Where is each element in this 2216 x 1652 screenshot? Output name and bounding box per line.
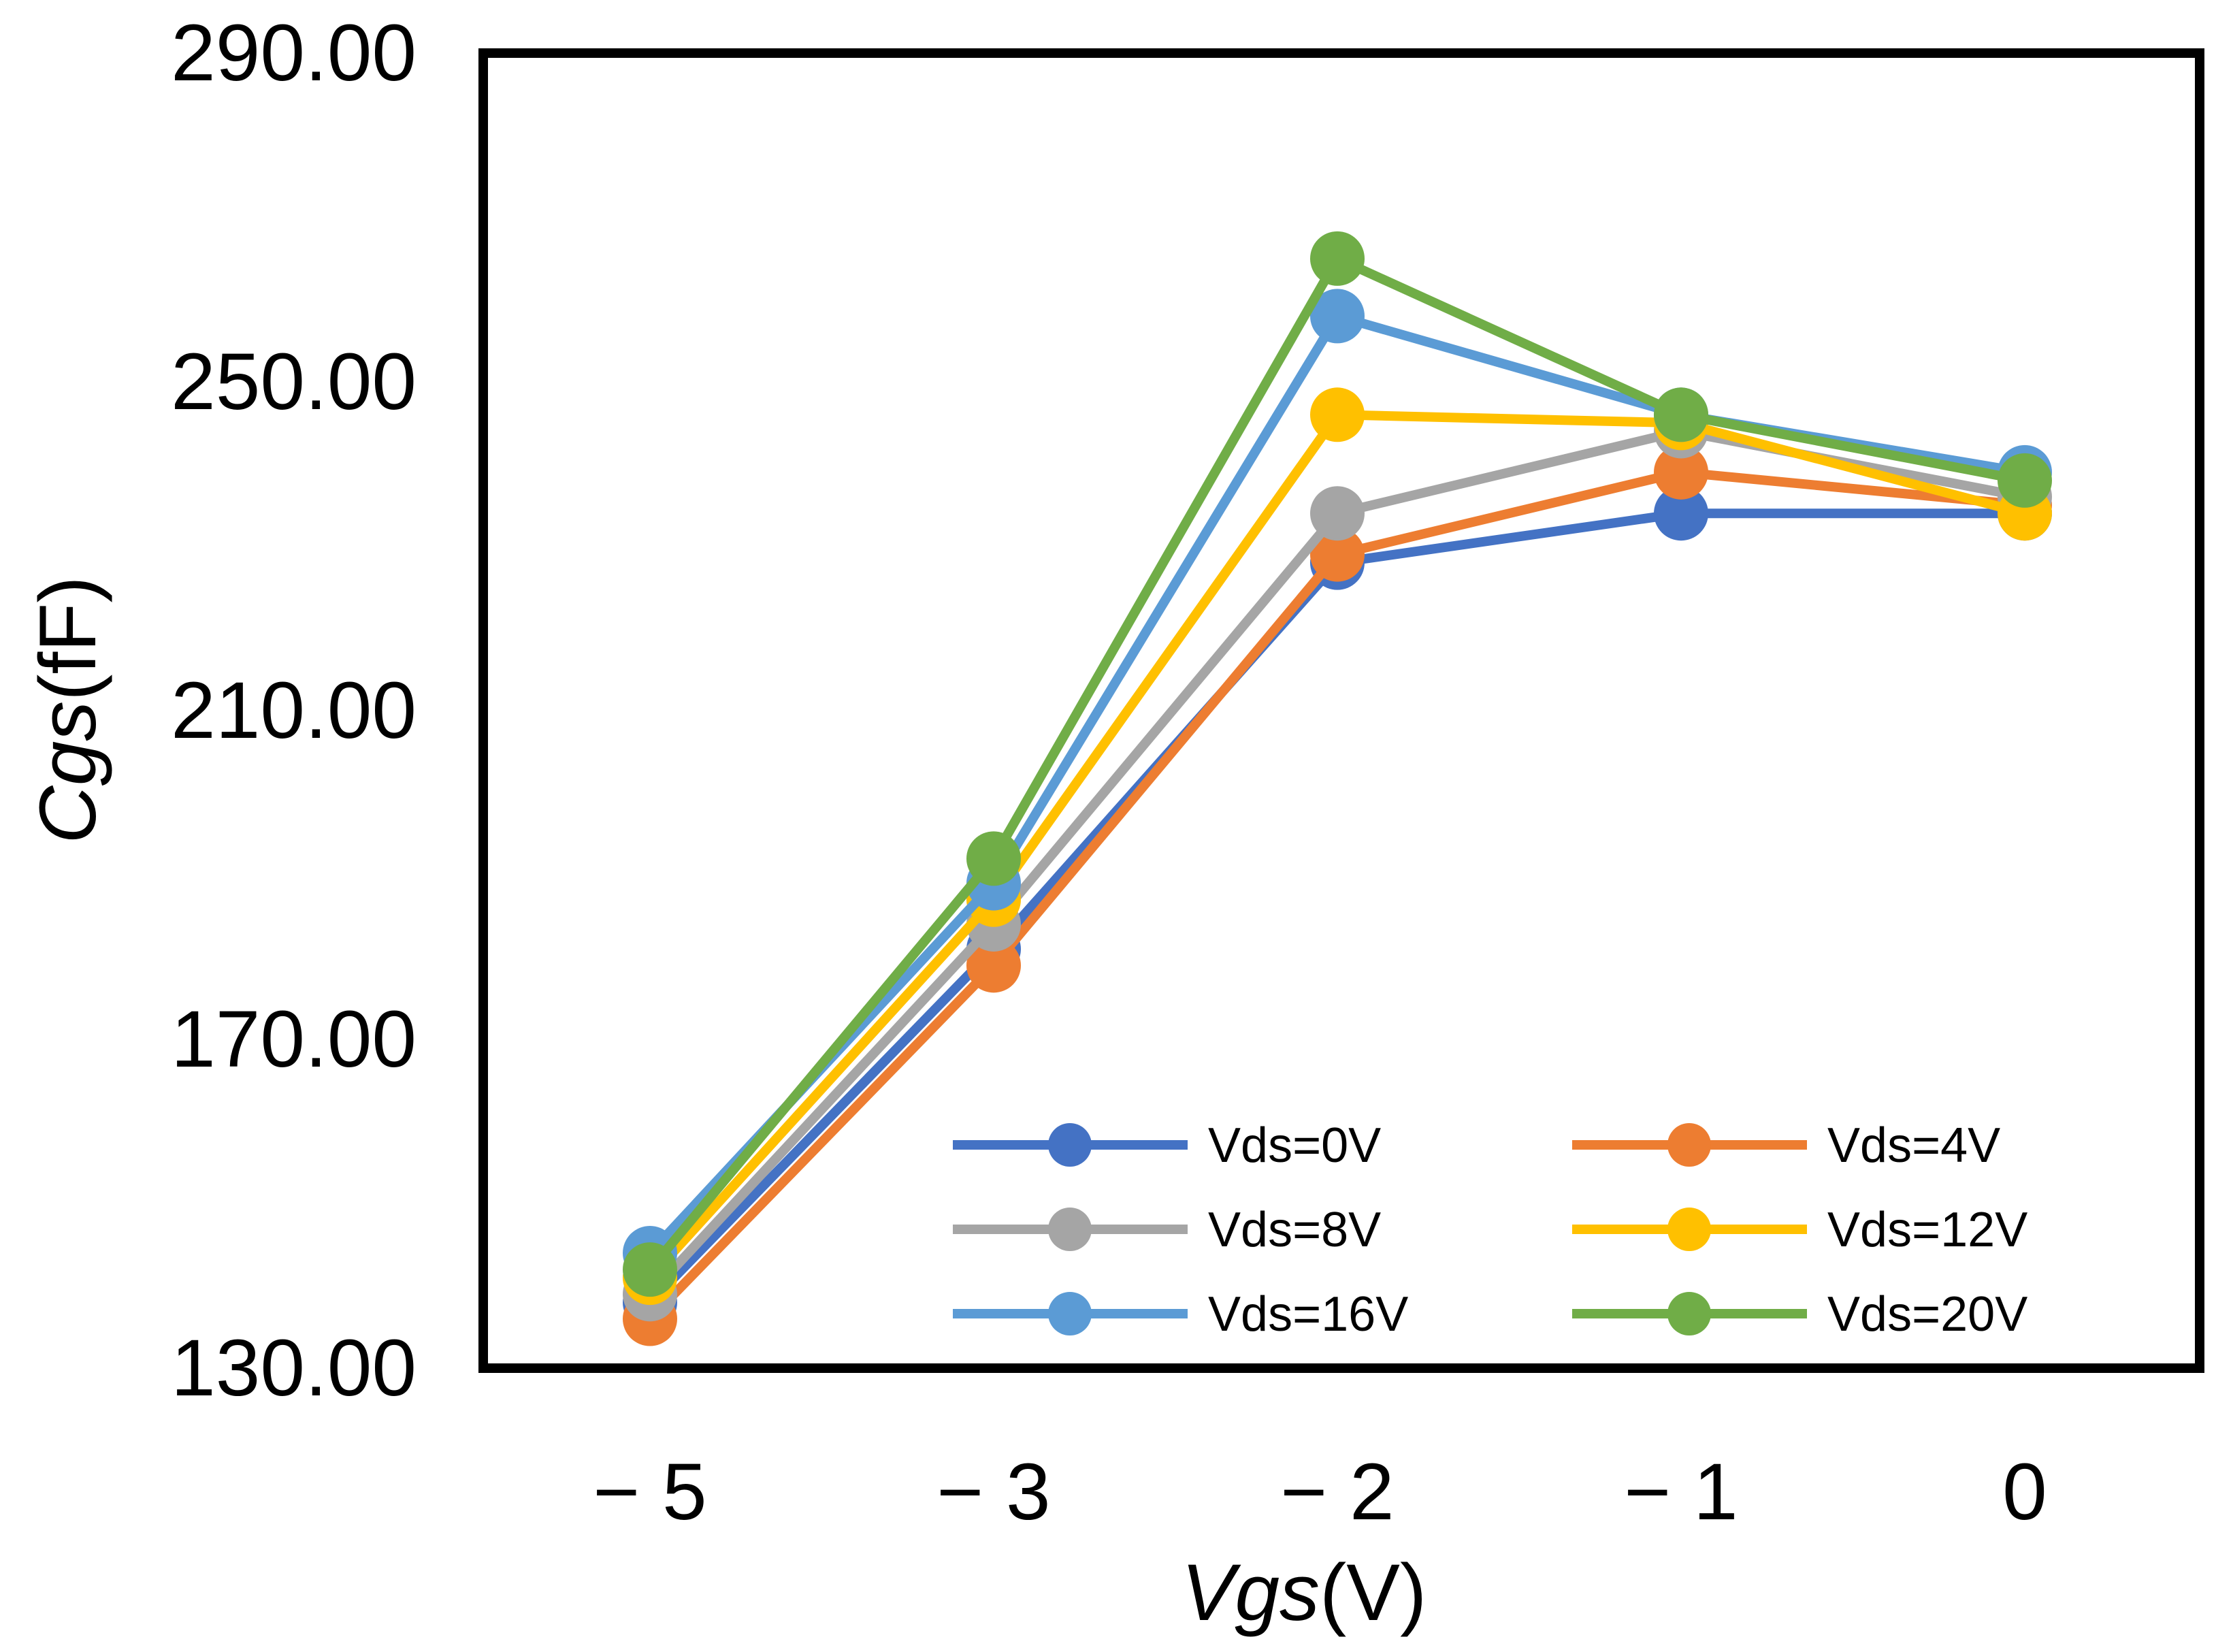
y-tick-label: 290.00: [171, 8, 417, 98]
x-tick-label: − 1: [1624, 1447, 1738, 1537]
legend-marker-vds-12v: [1667, 1208, 1711, 1251]
y-axis-tick-labels: 130.00 170.00 210.00 250.00 290.00: [171, 8, 417, 1413]
legend-label-vds-4v: Vds=4V: [1827, 1118, 2000, 1173]
legend-item-vds-4v: Vds=4V: [1572, 1118, 2000, 1173]
legend-label-vds-20v: Vds=20V: [1827, 1287, 2027, 1342]
x-tick-label: − 2: [1280, 1447, 1394, 1537]
legend-item-vds-20v: Vds=20V: [1572, 1287, 2027, 1342]
data-point-vds-0v: [1654, 486, 1708, 541]
legend-marker-vds-0v: [1048, 1123, 1092, 1167]
legend-label-vds-16v: Vds=16V: [1208, 1287, 1408, 1342]
legend-marker-vds-8v: [1048, 1208, 1092, 1251]
x-axis-tick-labels: − 5 − 3 − 2 − 1 0: [593, 1447, 2047, 1537]
x-tick-label: 0: [2002, 1447, 2047, 1537]
x-axis-title: Vgs(V): [1182, 1548, 1427, 1638]
legend: Vds=0V Vds=4V Vds=8V Vds=12V Vds=16V Vds=20V: [953, 1118, 2027, 1342]
y-tick-label: 210.00: [171, 666, 417, 756]
data-point-vds-20v: [1998, 453, 2052, 508]
legend-label-vds-12v: Vds=12V: [1827, 1203, 2027, 1257]
legend-item-vds-12v: Vds=12V: [1572, 1203, 2027, 1257]
x-tick-label: − 3: [936, 1447, 1050, 1537]
data-point-vds-12v: [1310, 387, 1365, 442]
x-tick-label: − 5: [593, 1447, 706, 1537]
y-tick-label: 250.00: [171, 337, 417, 427]
legend-label-vds-8v: Vds=8V: [1208, 1203, 1381, 1257]
data-point-vds-4v: [1310, 527, 1365, 582]
y-axis-title: Cgs(fF): [23, 576, 113, 843]
legend-marker-vds-16v: [1048, 1292, 1092, 1335]
legend-label-vds-0v: Vds=0V: [1208, 1118, 1381, 1173]
y-tick-label: 130.00: [171, 1323, 417, 1413]
legend-marker-vds-4v: [1667, 1123, 1711, 1167]
series-layer: [623, 231, 2052, 1346]
legend-item-vds-0v: Vds=0V: [953, 1118, 1381, 1173]
series-vds-20v: [623, 231, 2052, 1297]
data-point-vds-20v: [623, 1242, 677, 1297]
legend-marker-vds-20v: [1667, 1292, 1711, 1335]
y-tick-label: 170.00: [171, 994, 417, 1084]
data-point-vds-4v: [966, 938, 1021, 993]
legend-item-vds-16v: Vds=16V: [953, 1287, 1408, 1342]
data-point-vds-4v: [1654, 444, 1708, 500]
data-point-vds-20v: [1654, 387, 1708, 442]
data-point-vds-16v: [1310, 289, 1365, 344]
data-point-vds-8v: [1310, 486, 1365, 541]
data-point-vds-20v: [1310, 231, 1365, 286]
data-point-vds-20v: [966, 831, 1021, 886]
legend-item-vds-8v: Vds=8V: [953, 1203, 1381, 1257]
